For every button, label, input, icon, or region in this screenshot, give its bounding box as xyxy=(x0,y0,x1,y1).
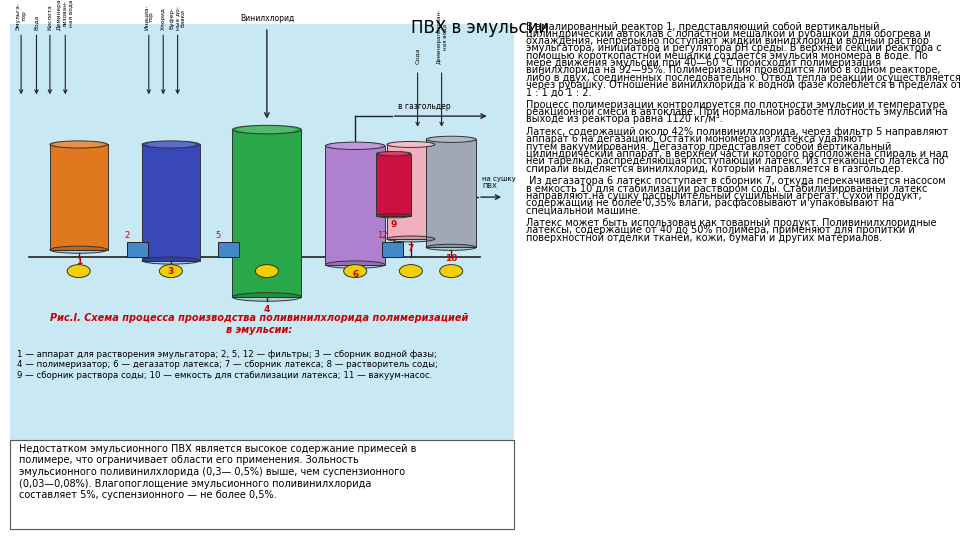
Ellipse shape xyxy=(376,214,411,218)
Text: охлаждения, непрерывно поступают жидкий винилхлорид и водный раствор: охлаждения, непрерывно поступают жидкий … xyxy=(526,36,929,46)
Text: Кислота: Кислота xyxy=(47,4,53,30)
Text: В эмалированный реактор 1, представляющий собой вертикальный: В эмалированный реактор 1, представляющи… xyxy=(526,22,879,32)
Ellipse shape xyxy=(325,261,385,268)
Text: выходе из реактора равна 1120 кг/м³.: выходе из реактора равна 1120 кг/м³. xyxy=(526,114,723,125)
FancyBboxPatch shape xyxy=(218,242,239,257)
Ellipse shape xyxy=(387,236,435,242)
FancyBboxPatch shape xyxy=(50,145,108,249)
Text: цилиндрический автоклав с лопастной мешалкой и рубашкой для обогрева и: цилиндрический автоклав с лопастной меша… xyxy=(526,29,930,39)
FancyBboxPatch shape xyxy=(127,242,148,257)
Circle shape xyxy=(159,265,182,278)
Ellipse shape xyxy=(330,143,380,149)
Text: Латекс может быть использован как товарный продукт. Поливинилхлоридные: Латекс может быть использован как товарн… xyxy=(526,218,937,228)
Text: спирали выделяется винилхлорид, который направляется в газгольдер.: спирали выделяется винилхлорид, который … xyxy=(526,164,903,174)
Text: Винилхлорид: Винилхлорид xyxy=(240,14,294,23)
Text: Деминерализован-
ная вода: Деминерализован- ная вода xyxy=(436,9,447,64)
Text: Процесс полимеризации контролируется по плотности эмульсии и температуре: Процесс полимеризации контролируется по … xyxy=(526,100,945,110)
Ellipse shape xyxy=(325,142,385,150)
Circle shape xyxy=(399,265,422,278)
FancyBboxPatch shape xyxy=(142,145,200,261)
Text: ней тарелка, распределяющая поступающий латекс. Из стекающего латекса по: ней тарелка, распределяющая поступающий … xyxy=(526,156,945,166)
Text: Деминера-
лизован-
ная вода: Деминера- лизован- ная вода xyxy=(57,0,74,30)
Ellipse shape xyxy=(50,141,108,148)
Text: Хлорид: Хлорид xyxy=(160,7,166,30)
Text: 7: 7 xyxy=(408,244,414,253)
Text: ПВХ в эмульсии: ПВХ в эмульсии xyxy=(411,19,549,37)
Text: поверхностной отделки тканей, кожи, бумаги и других материалов.: поверхностной отделки тканей, кожи, бума… xyxy=(526,233,882,243)
FancyBboxPatch shape xyxy=(382,242,403,257)
Text: мере движения эмульсии при 40—60 °C происходит полимеризация: мере движения эмульсии при 40—60 °C прои… xyxy=(526,58,881,68)
Ellipse shape xyxy=(430,137,472,142)
Ellipse shape xyxy=(50,246,108,253)
Text: Недостатком эмульсионного ПВХ является высокое содержание примесей в
полимере, ч: Недостатком эмульсионного ПВХ является в… xyxy=(19,444,417,500)
Text: содержащий не более 0,35% влаги, расфасовывают и упаковывают на: содержащий не более 0,35% влаги, расфасо… xyxy=(526,198,895,208)
Text: цилиндрический аппарат, в верхней части которого расположена спираль и над: цилиндрический аппарат, в верхней части … xyxy=(526,149,948,159)
FancyBboxPatch shape xyxy=(387,145,435,239)
Ellipse shape xyxy=(426,244,476,251)
Text: 1 : 1 до 1 : 2.: 1 : 1 до 1 : 2. xyxy=(526,87,591,97)
Text: 6: 6 xyxy=(352,270,358,279)
Text: в емкость 10 для стабилизации раствором соды. Стабилизированный латекс: в емкость 10 для стабилизации раствором … xyxy=(526,184,927,194)
Text: Рис.I. Схема процесса производства поливинилхлорида полимеризацией
в эмульсии:: Рис.I. Схема процесса производства полив… xyxy=(50,313,468,335)
Text: на сушку
ПВХ: на сушку ПВХ xyxy=(482,176,516,189)
FancyBboxPatch shape xyxy=(325,146,385,265)
Text: 12: 12 xyxy=(377,231,387,240)
Ellipse shape xyxy=(379,152,408,156)
Text: 3: 3 xyxy=(168,267,174,276)
Ellipse shape xyxy=(142,141,200,148)
Text: Эмульга-
тор: Эмульга- тор xyxy=(15,2,27,30)
Text: специальной машине.: специальной машине. xyxy=(526,205,640,215)
Text: 1: 1 xyxy=(76,256,82,266)
Text: 9: 9 xyxy=(391,220,396,229)
Text: винилхлорида на 92—95%. Полимеризация проводится либо в одном реакторе,: винилхлорида на 92—95%. Полимеризация пр… xyxy=(526,65,941,76)
FancyBboxPatch shape xyxy=(232,130,301,297)
Ellipse shape xyxy=(391,142,431,147)
Text: Инициа-
тор: Инициа- тор xyxy=(143,4,155,30)
Ellipse shape xyxy=(376,152,411,156)
Circle shape xyxy=(344,265,367,278)
Text: Буфер-
ные до-
бавки: Буфер- ные до- бавки xyxy=(169,6,186,30)
FancyBboxPatch shape xyxy=(426,139,476,247)
Ellipse shape xyxy=(387,141,435,147)
Text: Латекс, содержащий около 42% поливинилхлорида, через фильтр 5 направляют: Латекс, содержащий около 42% поливинилхл… xyxy=(526,127,948,137)
Text: 2: 2 xyxy=(124,231,130,240)
Text: 5: 5 xyxy=(215,231,221,240)
Text: латексы, содержащие от 40 до 50% полимера, применяют для пропитки и: латексы, содержащие от 40 до 50% полимер… xyxy=(526,225,915,235)
Text: аппарат 6 на дегазацию. Остатки мономера из латекса удаляют: аппарат 6 на дегазацию. Остатки мономера… xyxy=(526,134,863,145)
Text: эмульгатора, инициатора и регулятора pH среды. В верхней секции реактора с: эмульгатора, инициатора и регулятора pH … xyxy=(526,43,942,53)
Text: помощью короткопастной мешалки создается эмульсия мономера в воде. По: помощью короткопастной мешалки создается… xyxy=(526,51,927,61)
FancyBboxPatch shape xyxy=(10,440,514,529)
Text: Из дегазатора 6 латекс поступает в сборник 7, откуда перекачивается насосом: Из дегазатора 6 латекс поступает в сборн… xyxy=(526,176,946,186)
Ellipse shape xyxy=(142,257,200,264)
Text: через рубашку. Отношение винилхлорида к водной фазе колеблется в пределах от: через рубашку. Отношение винилхлорида к … xyxy=(526,80,960,90)
FancyBboxPatch shape xyxy=(376,153,411,215)
Text: 4: 4 xyxy=(264,305,270,314)
Ellipse shape xyxy=(426,136,476,143)
Text: путем вакуумирования. Дегазатор представляет собой вертикальный: путем вакуумирования. Дегазатор представ… xyxy=(526,141,892,152)
Ellipse shape xyxy=(237,126,297,133)
Text: 1 — аппарат для растворения эмульгатора; 2, 5, 12 — фильтры; 3 — сборник водной : 1 — аппарат для растворения эмульгатора;… xyxy=(17,350,438,380)
Text: Вода: Вода xyxy=(34,15,39,30)
Circle shape xyxy=(67,265,90,278)
Ellipse shape xyxy=(232,293,301,301)
Text: Сода: Сода xyxy=(415,48,420,64)
Ellipse shape xyxy=(146,141,196,147)
Ellipse shape xyxy=(54,141,103,147)
Text: реакционной смеси в автоклаве. При нормальной работе плотность эмульсии на: реакционной смеси в автоклаве. При норма… xyxy=(526,107,948,117)
Circle shape xyxy=(255,265,278,278)
Text: 10: 10 xyxy=(445,254,457,263)
FancyBboxPatch shape xyxy=(10,24,514,440)
Text: в газгольдер: в газгольдер xyxy=(398,102,451,111)
Circle shape xyxy=(440,265,463,278)
Text: направляют на сушку распылительный сушильный агрегат. Сухой продукт,: направляют на сушку распылительный сушил… xyxy=(526,191,922,201)
Text: либо в двух, соединенных последовательно. Отвод тепла реакции осуществляется: либо в двух, соединенных последовательно… xyxy=(526,72,960,83)
Ellipse shape xyxy=(232,125,301,134)
